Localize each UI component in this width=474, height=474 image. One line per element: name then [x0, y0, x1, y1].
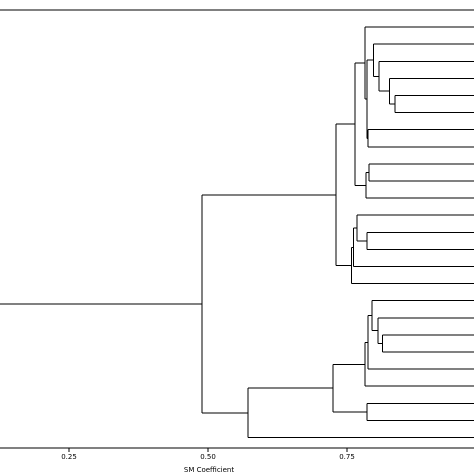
x-tick-label-0.50: 0.50 [200, 453, 216, 461]
dendrogram-branches [0, 9, 474, 438]
x-tick-label-0.25: 0.25 [61, 453, 77, 461]
x-axis-ticks [68, 448, 348, 452]
x-axis-title: SM Coefficient [184, 466, 234, 474]
x-axis-tick-labels: 0.25 0.50 0.75 [61, 453, 355, 461]
x-tick-label-0.75: 0.75 [339, 453, 355, 461]
